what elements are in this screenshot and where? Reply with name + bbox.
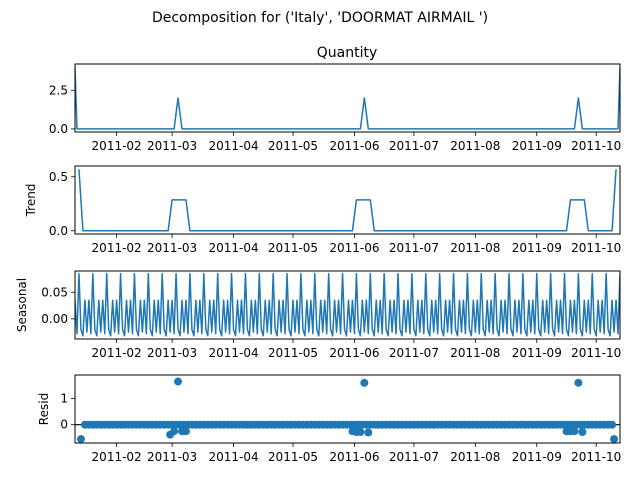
trend-axes-frame bbox=[74, 165, 621, 235]
quantity-x-tick-label: 2011-04 bbox=[208, 139, 258, 153]
quantity-x-tick-label: 2011-09 bbox=[512, 139, 562, 153]
seasonal-x-tick-label: 2011-10 bbox=[571, 346, 621, 360]
resid-x-tick-label: 2011-05 bbox=[268, 450, 318, 464]
quantity-x-tick-label: 2011-08 bbox=[450, 139, 500, 153]
panel-trend: 2011-02 2011-03 2011-04 2011-05 2011-06 2011-… bbox=[24, 165, 621, 255]
seasonal-x-tick-label: 2011-09 bbox=[512, 346, 562, 360]
quantity-x-tick-label: 2011-05 bbox=[268, 139, 318, 153]
resid-y-tick-label: 1 bbox=[60, 392, 68, 406]
resid-point bbox=[570, 427, 579, 436]
trend-x-tick-label: 2011-03 bbox=[147, 241, 197, 255]
resid-x-tick-label: 2011-04 bbox=[208, 450, 258, 464]
resid-point bbox=[360, 378, 369, 387]
panel-seasonal: 2011-02 2011-03 2011-04 2011-05 2011-06 2011-… bbox=[15, 270, 621, 360]
trend-x-tick-label: 2011-08 bbox=[450, 241, 500, 255]
trend-x-tick-label: 2011-02 bbox=[92, 241, 142, 255]
seasonal-x-tick-label: 2011-07 bbox=[389, 346, 439, 360]
resid-x-tick-label: 2011-06 bbox=[329, 450, 379, 464]
resid-x-tick-label: 2011-03 bbox=[147, 450, 197, 464]
seasonal-x-tick-label: 2011-05 bbox=[268, 346, 318, 360]
trend-series-line bbox=[78, 169, 617, 232]
panel-quantity: Quantity 2011-02 2011-03 2011-04 2011-05 201… bbox=[49, 45, 621, 153]
trend-x-tick-label: 2011-04 bbox=[208, 241, 258, 255]
seasonal-ylabel: Seasonal bbox=[15, 278, 29, 332]
trend-x-tick-label: 2011-06 bbox=[329, 241, 379, 255]
resid-ylabel: Resid bbox=[37, 393, 51, 425]
quantity-y-tick-label: 0.0 bbox=[49, 122, 68, 136]
seasonal-x-tick-label: 2011-06 bbox=[329, 346, 379, 360]
quantity-y-tick-label: 2.5 bbox=[49, 83, 68, 97]
panel-quantity-title: Quantity bbox=[317, 45, 378, 61]
seasonal-y-tick-label: 0.00 bbox=[41, 312, 68, 326]
figure-suptitle: Decomposition for ('Italy', 'DOORMAT AIR… bbox=[152, 10, 488, 26]
quantity-x-tick-label: 2011-02 bbox=[92, 139, 142, 153]
resid-point bbox=[608, 420, 617, 429]
quantity-series-line bbox=[75, 67, 620, 130]
seasonal-axes-frame bbox=[74, 270, 621, 340]
resid-x-tick-label: 2011-09 bbox=[512, 450, 562, 464]
resid-point bbox=[170, 427, 179, 436]
resid-point bbox=[356, 428, 365, 437]
trend-x-tick-label: 2011-07 bbox=[389, 241, 439, 255]
quantity-x-tick-label: 2011-10 bbox=[571, 139, 621, 153]
quantity-x-tick-label: 2011-07 bbox=[389, 139, 439, 153]
seasonal-x-tick-label: 2011-03 bbox=[147, 346, 197, 360]
trend-ylabel: Trend bbox=[24, 184, 38, 218]
resid-point bbox=[574, 378, 583, 387]
quantity-x-tick-label: 2011-06 bbox=[329, 139, 379, 153]
resid-point bbox=[610, 435, 619, 444]
trend-x-tick-label: 2011-09 bbox=[512, 241, 562, 255]
resid-point bbox=[364, 428, 373, 437]
trend-x-tick-label: 2011-10 bbox=[571, 241, 621, 255]
resid-point bbox=[76, 435, 85, 444]
seasonal-x-tick-label: 2011-04 bbox=[208, 346, 258, 360]
resid-x-tick-label: 2011-10 bbox=[571, 450, 621, 464]
seasonal-x-tick-label: 2011-08 bbox=[450, 346, 500, 360]
seasonal-y-tick-label: 0.05 bbox=[41, 285, 68, 299]
resid-x-tick-label: 2011-07 bbox=[389, 450, 439, 464]
resid-point bbox=[181, 427, 190, 436]
trend-y-tick-label: 0.0 bbox=[49, 224, 68, 238]
seasonal-series-line bbox=[75, 272, 620, 337]
resid-x-tick-label: 2011-08 bbox=[450, 450, 500, 464]
quantity-axes-frame bbox=[74, 63, 621, 133]
trend-y-tick-label: 0.5 bbox=[49, 170, 68, 184]
resid-point bbox=[578, 428, 587, 437]
panel-resid: 2011-02 2011-03 2011-04 2011-05 2011-06 2011-… bbox=[37, 374, 621, 464]
seasonal-x-tick-label: 2011-02 bbox=[92, 346, 142, 360]
quantity-x-tick-label: 2011-03 bbox=[147, 139, 197, 153]
resid-x-tick-label: 2011-02 bbox=[92, 450, 142, 464]
trend-x-tick-label: 2011-05 bbox=[268, 241, 318, 255]
resid-axes-frame bbox=[74, 374, 621, 444]
resid-point bbox=[174, 377, 183, 386]
resid-y-tick-label: 0 bbox=[60, 418, 68, 432]
